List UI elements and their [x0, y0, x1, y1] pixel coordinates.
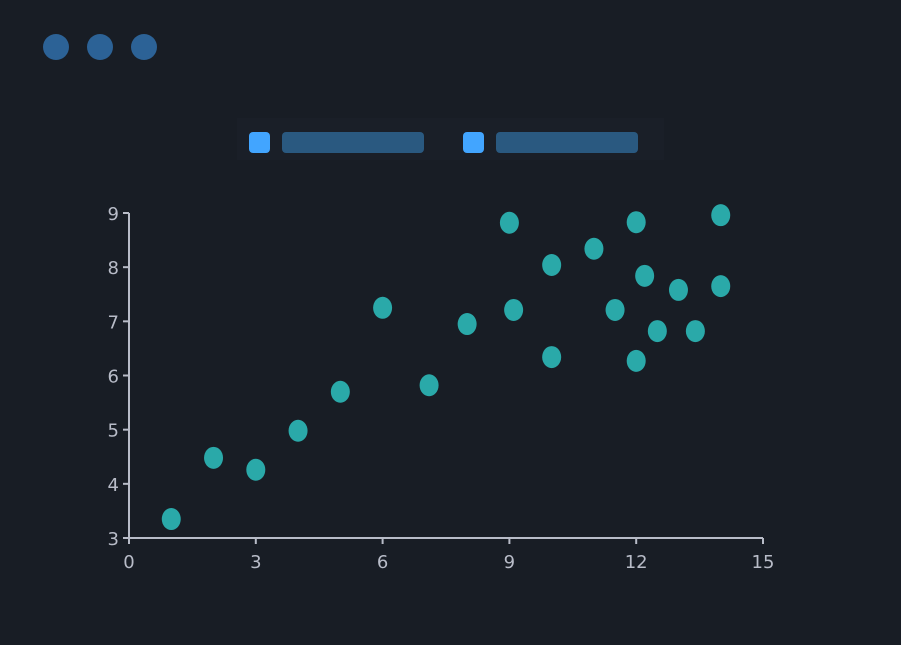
x-tick-label: 12: [625, 552, 648, 573]
data-point: [204, 446, 224, 469]
data-point: [711, 275, 731, 298]
window-dot-1[interactable]: [43, 34, 69, 60]
data-point: [419, 374, 439, 397]
y-tick-label: 4: [108, 475, 119, 496]
window-dot-2[interactable]: [87, 34, 113, 60]
data-point: [542, 254, 562, 276]
x-tick-label: 15: [752, 552, 775, 573]
data-point: [504, 298, 524, 321]
data-point: [647, 320, 667, 343]
data-point: [626, 349, 646, 372]
data-point: [542, 346, 562, 369]
data-point: [635, 264, 655, 287]
data-point: [161, 508, 181, 531]
legend-label-1[interactable]: [282, 132, 424, 153]
x-tick-label: 6: [377, 552, 388, 573]
y-tick-label: 3: [108, 529, 119, 550]
data-point: [330, 380, 350, 403]
x-tick-label: 0: [123, 552, 134, 573]
x-tick-label: 3: [250, 552, 261, 573]
data-point: [584, 237, 604, 260]
y-tick-label: 9: [108, 204, 119, 225]
legend-swatch-1[interactable]: [249, 132, 270, 153]
data-point: [711, 204, 731, 227]
data-point: [288, 419, 308, 442]
data-point: [605, 298, 625, 321]
y-tick-label: 5: [108, 421, 119, 442]
window-dot-3[interactable]: [131, 34, 157, 60]
data-point: [685, 320, 705, 343]
data-point: [668, 278, 688, 301]
y-tick-label: 8: [108, 258, 119, 279]
data-point: [246, 458, 266, 481]
x-tick-label: 9: [504, 552, 515, 573]
data-point: [373, 296, 393, 319]
y-tick-label: 7: [108, 312, 119, 333]
data-point: [626, 211, 646, 234]
chart-legend: [237, 118, 664, 160]
y-tick-label: 6: [108, 367, 119, 388]
data-point: [457, 313, 477, 336]
data-point: [499, 211, 519, 234]
legend-swatch-2[interactable]: [463, 132, 484, 153]
legend-label-2[interactable]: [496, 132, 638, 153]
